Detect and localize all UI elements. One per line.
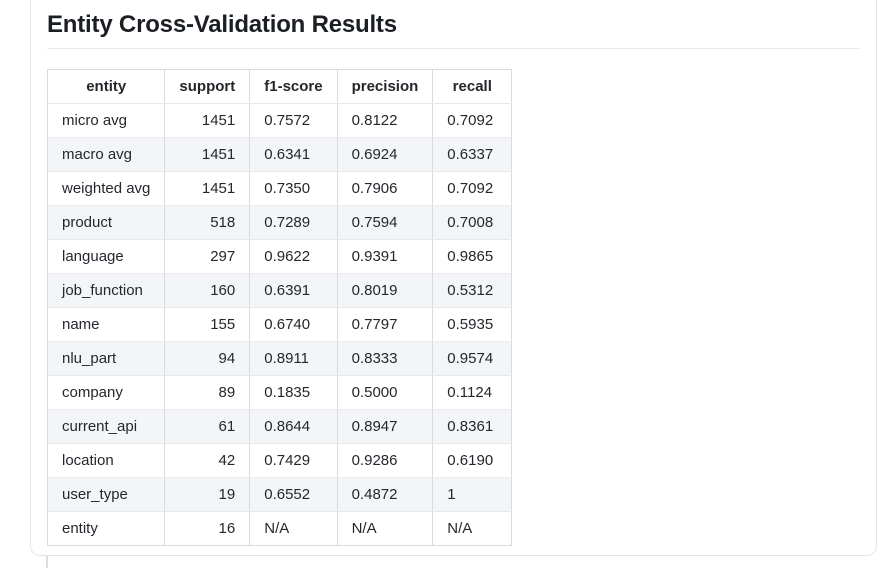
table-cell: user_type: [46, 477, 166, 512]
table-cell: 1451: [164, 137, 251, 172]
table-cell: 0.8644: [249, 409, 338, 444]
table-cell: 155: [164, 307, 251, 342]
table-row: product 518 0.7289 0.7594 0.7008: [46, 205, 513, 240]
table-cell: 89: [164, 375, 251, 410]
table-cell: 0.5000: [336, 375, 434, 410]
table-cell: micro avg: [46, 103, 166, 138]
table-cell: 0.7350: [249, 171, 338, 206]
table-body: micro avg 1451 0.7572 0.8122 0.7092 macro avg…: [46, 103, 513, 546]
table-cell: 0.7429: [249, 443, 338, 478]
table-cell: 0.8019: [336, 273, 434, 308]
table-cell: 0.5312: [432, 273, 513, 308]
table-cell: 1451: [164, 103, 251, 138]
results-card: Entity Cross-Validation Results entity su…: [30, 0, 877, 556]
table-cell: current_api: [46, 409, 166, 444]
table-row: job_function 160 0.6391 0.8019 0.5312: [46, 273, 513, 308]
table-cell: 0.9622: [249, 239, 338, 274]
table-cell: language: [46, 239, 166, 274]
table-cell: 297: [164, 239, 251, 274]
table-cell: location: [46, 443, 166, 478]
table-cell: entity: [46, 511, 166, 546]
table-row: name 155 0.6740 0.7797 0.5935: [46, 307, 513, 342]
page-title: Entity Cross-Validation Results: [47, 11, 397, 38]
table-cell: N/A: [249, 511, 338, 546]
column-header-precision: precision: [336, 69, 434, 104]
column-header-recall: recall: [432, 69, 513, 104]
table-row: micro avg 1451 0.7572 0.8122 0.7092: [46, 103, 513, 138]
table-cell: 0.6337: [432, 137, 513, 172]
table-cell: 61: [164, 409, 251, 444]
table-cell: 0.9574: [432, 341, 513, 376]
table-cell: 94: [164, 341, 251, 376]
table-cell: 1451: [164, 171, 251, 206]
table-row: weighted avg 1451 0.7350 0.7906 0.7092: [46, 171, 513, 206]
table-cell: 0.5935: [432, 307, 513, 342]
table-header: entity support f1-score precision recall: [46, 69, 513, 104]
table-cell: 16: [164, 511, 251, 546]
table-cell: 0.1835: [249, 375, 338, 410]
table-cell: 0.8361: [432, 409, 513, 444]
table-cell: company: [46, 375, 166, 410]
table-cell: 0.6190: [432, 443, 513, 478]
table-header-row: entity support f1-score precision recall: [46, 69, 513, 104]
table-cell: 518: [164, 205, 251, 240]
table-cell: 0.6391: [249, 273, 338, 308]
table-cell: 0.8333: [336, 341, 434, 376]
table-cell: 0.6740: [249, 307, 338, 342]
table-row: macro avg 1451 0.6341 0.6924 0.6337: [46, 137, 513, 172]
table-row: user_type 19 0.6552 0.4872 1: [46, 477, 513, 512]
table-cell: N/A: [432, 511, 513, 546]
table-cell: 0.9286: [336, 443, 434, 478]
table-cell: 0.8947: [336, 409, 434, 444]
table-cell: job_function: [46, 273, 166, 308]
table-row: company 89 0.1835 0.5000 0.1124: [46, 375, 513, 410]
table-cell: weighted avg: [46, 171, 166, 206]
table-cell: nlu_part: [46, 341, 166, 376]
table-cell: name: [46, 307, 166, 342]
column-header-support: support: [164, 69, 251, 104]
table-cell: 0.9391: [336, 239, 434, 274]
table-row: nlu_part 94 0.8911 0.8333 0.9574: [46, 341, 513, 376]
cross-validation-table: entity support f1-score precision recall mic…: [46, 69, 513, 546]
table-cell: 0.7572: [249, 103, 338, 138]
table-cell: 0.7797: [336, 307, 434, 342]
table-cell: 1: [432, 477, 513, 512]
table-cell: 0.6552: [249, 477, 338, 512]
table-cell: 0.7008: [432, 205, 513, 240]
table-cell: 0.7092: [432, 171, 513, 206]
table-cell: 0.9865: [432, 239, 513, 274]
table-cell: N/A: [336, 511, 434, 546]
table-cell: 0.1124: [432, 375, 513, 410]
table-cell: product: [46, 205, 166, 240]
title-divider: [47, 48, 860, 49]
table-row: location 42 0.7429 0.9286 0.6190: [46, 443, 513, 478]
next-card-left-border: [46, 556, 48, 568]
table-row: entity 16 N/A N/A N/A: [46, 511, 513, 546]
table-cell: 0.6924: [336, 137, 434, 172]
table-row: language 297 0.9622 0.9391 0.9865: [46, 239, 513, 274]
table-cell: 0.7289: [249, 205, 338, 240]
table-cell: 0.8122: [336, 103, 434, 138]
table-row: current_api 61 0.8644 0.8947 0.8361: [46, 409, 513, 444]
table-cell: macro avg: [46, 137, 166, 172]
card-content: Entity Cross-Validation Results entity su…: [31, 0, 876, 546]
column-header-entity: entity: [46, 69, 166, 104]
table-cell: 160: [164, 273, 251, 308]
table-cell: 0.7092: [432, 103, 513, 138]
table-cell: 0.7594: [336, 205, 434, 240]
table-cell: 0.8911: [249, 341, 338, 376]
table-cell: 0.7906: [336, 171, 434, 206]
table-cell: 0.4872: [336, 477, 434, 512]
table-cell: 19: [164, 477, 251, 512]
column-header-f1-score: f1-score: [249, 69, 338, 104]
table-cell: 0.6341: [249, 137, 338, 172]
table-cell: 42: [164, 443, 251, 478]
